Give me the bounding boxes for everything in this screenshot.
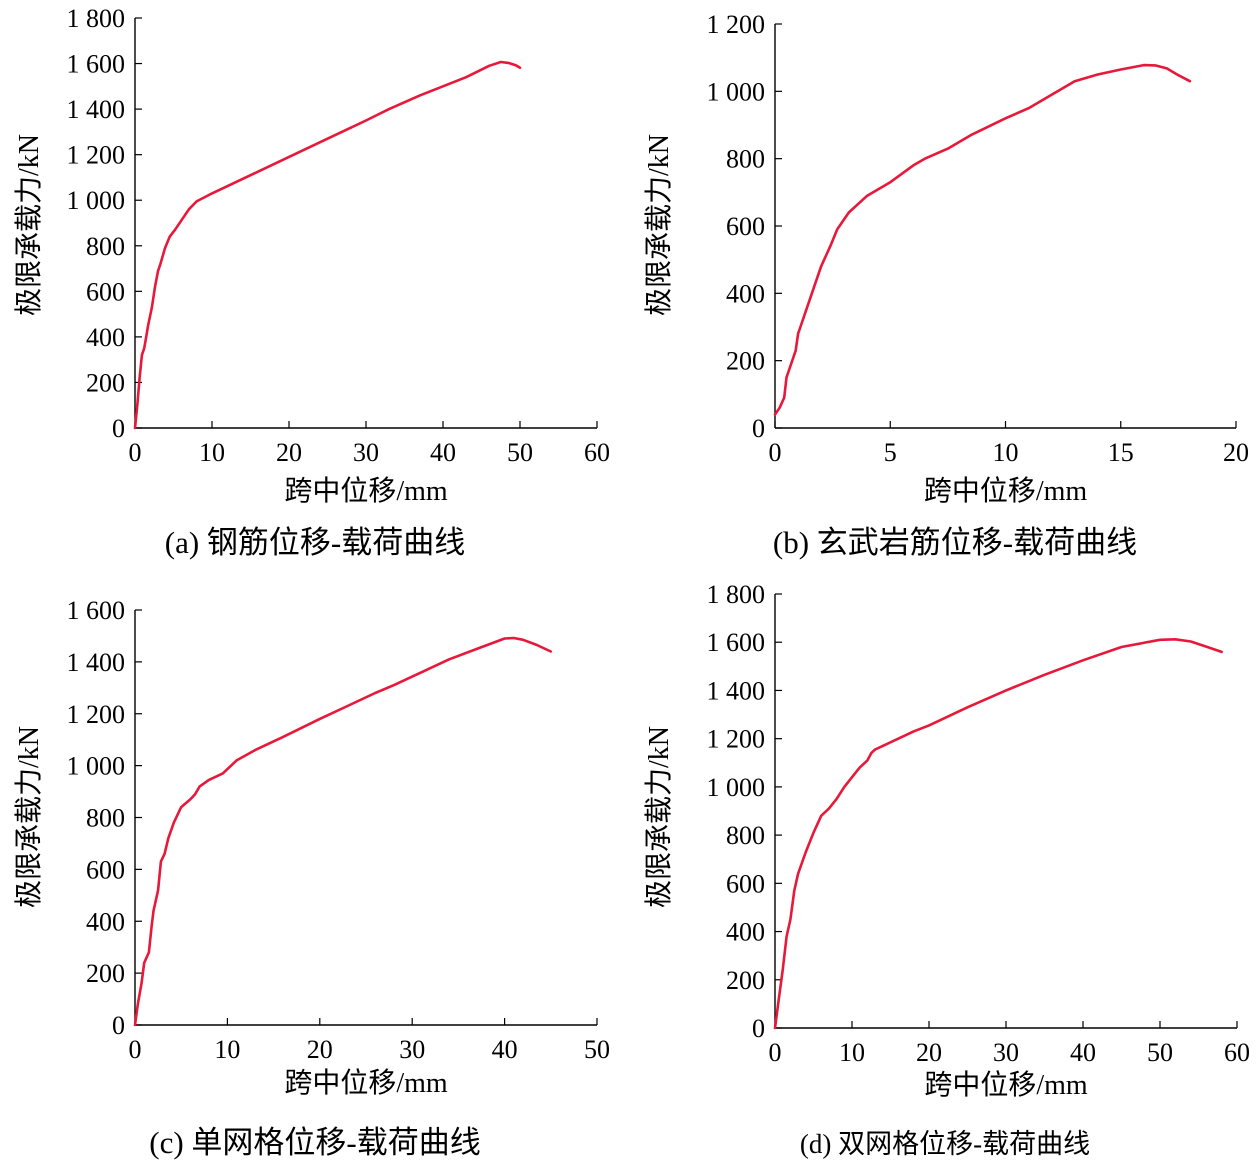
y-tick-label-a: 1 800 [67,4,126,33]
series-line-b [773,63,1192,416]
y-tick-label-d: 1 600 [707,628,766,657]
x-tick-label-c: 30 [399,1035,425,1064]
y-tick-label-a: 200 [86,368,125,397]
x-tick-label-c: 10 [214,1035,240,1064]
x-tick-label-d: 40 [1070,1038,1096,1067]
y-tick-label-c: 1 000 [67,752,126,781]
x-tick-label-a: 60 [584,438,610,467]
series-line-c [133,636,553,1027]
y-tick-label-b: 200 [726,347,765,376]
x-tick-label-a: 30 [353,438,379,467]
chart-panel-a: 0 200 400 600 800 1 000 1 200 1 400 1 600 1 800 0 1… [0,0,630,582]
y-tick-label-c: 1 400 [67,648,126,677]
y-tick-label-c: 0 [112,1011,125,1040]
y-tick-label-b: 800 [726,145,765,174]
caption-b: (b) 玄武岩筋位移-载荷曲线 [772,525,1138,560]
x-tick-label-b: 10 [993,438,1019,467]
y-tick-label-b: 600 [726,212,765,241]
y-tick-label-c: 1 200 [67,700,126,729]
caption-d: (d) 双网格位移-载荷曲线 [799,1129,1091,1159]
y-tick-label-c: 400 [86,907,125,936]
x-tick-label-b: 5 [884,438,897,467]
y-tick-label-b: 400 [726,279,765,308]
y-tick-label-d: 1 200 [707,725,766,754]
x-tick-label-d: 30 [993,1038,1019,1067]
x-tick-label-a: 40 [430,438,456,467]
x-tick-label-c: 0 [129,1035,142,1064]
chart-panel-b: 0 200 400 600 800 1 000 1 200 0 5 10 15 20 跨中位移/mm 极限… [630,0,1260,582]
y-tick-label-a: 800 [86,232,125,261]
y-tick-label-d: 1 800 [707,582,766,609]
x-axis-label-c: 跨中位移/mm [284,1067,448,1099]
y-tick-label-c: 1 600 [67,596,126,625]
series-line-d [773,637,1223,1030]
x-tick-label-d: 20 [916,1038,942,1067]
y-tick-label-a: 1 000 [67,186,126,215]
y-tick-label-d: 1 000 [707,773,766,802]
y-tick-label-d: 0 [752,1014,765,1043]
x-tick-label-b: 0 [769,438,782,467]
y-tick-label-d: 200 [726,966,765,995]
x-tick-label-a: 10 [199,438,225,467]
x-tick-label-a: 50 [507,438,533,467]
y-axis-label-c: 极限承载力/kN [13,726,45,908]
y-tick-label-a: 1 200 [67,141,126,170]
chart-panel-c: 0 200 400 600 800 1 000 1 200 1 400 1 600 0 10 20 30… [0,582,630,1164]
x-tick-label-d: 60 [1224,1038,1250,1067]
x-tick-label-d: 10 [839,1038,865,1067]
x-tick-label-c: 20 [307,1035,333,1064]
y-tick-label-c: 200 [86,959,125,988]
x-tick-label-c: 50 [584,1035,610,1064]
x-tick-label-d: 0 [769,1038,782,1067]
x-tick-label-b: 15 [1108,438,1134,467]
y-axis-label-a: 极限承载力/kN [13,134,45,316]
y-tick-label-a: 0 [112,414,125,443]
y-tick-label-a: 1 400 [67,95,126,124]
chart-a: 0 200 400 600 800 1 000 1 200 1 400 1 600 1 800 0 1… [13,4,610,507]
x-axis-label-b: 跨中位移/mm [924,475,1088,507]
y-tick-label-d: 1 400 [707,676,766,705]
chart-c: 0 200 400 600 800 1 000 1 200 1 400 1 600 0 10 20 30… [13,596,610,1099]
y-tick-label-b: 1 200 [707,10,766,39]
x-tick-label-b: 20 [1223,438,1249,467]
chart-panel-d: 0 200 400 600 800 1 000 1 200 1 400 1 600 1 800 0 1… [630,582,1260,1164]
x-axis-label-d: 跨中位移/mm [924,1069,1088,1101]
x-tick-label-c: 40 [492,1035,518,1064]
y-tick-label-a: 600 [86,277,125,306]
y-tick-label-d: 600 [726,869,765,898]
y-axis-label-d: 极限承载力/kN [643,726,675,908]
x-tick-label-d: 50 [1147,1038,1173,1067]
x-tick-label-a: 20 [276,438,302,467]
caption-a: (a) 钢筋位移-载荷曲线 [164,525,466,560]
y-axis-label-b: 极限承载力/kN [643,134,675,316]
chart-d: 0 200 400 600 800 1 000 1 200 1 400 1 600 1 800 0 1… [643,582,1250,1101]
y-tick-label-d: 800 [726,821,765,850]
y-tick-label-a: 1 600 [67,50,126,79]
y-tick-label-a: 400 [86,323,125,352]
x-axis-label-a: 跨中位移/mm [284,475,448,507]
caption-c: (c) 单网格位移-载荷曲线 [149,1125,481,1160]
y-tick-label-c: 800 [86,804,125,833]
y-tick-label-b: 1 000 [707,77,766,106]
y-tick-label-b: 0 [752,414,765,443]
y-tick-label-d: 400 [726,918,765,947]
y-tick-label-c: 600 [86,855,125,884]
chart-b: 0 200 400 600 800 1 000 1 200 0 5 10 15 20 跨中位移/mm 极限… [643,10,1249,507]
x-tick-label-a: 0 [129,438,142,467]
series-line-a [133,60,522,430]
